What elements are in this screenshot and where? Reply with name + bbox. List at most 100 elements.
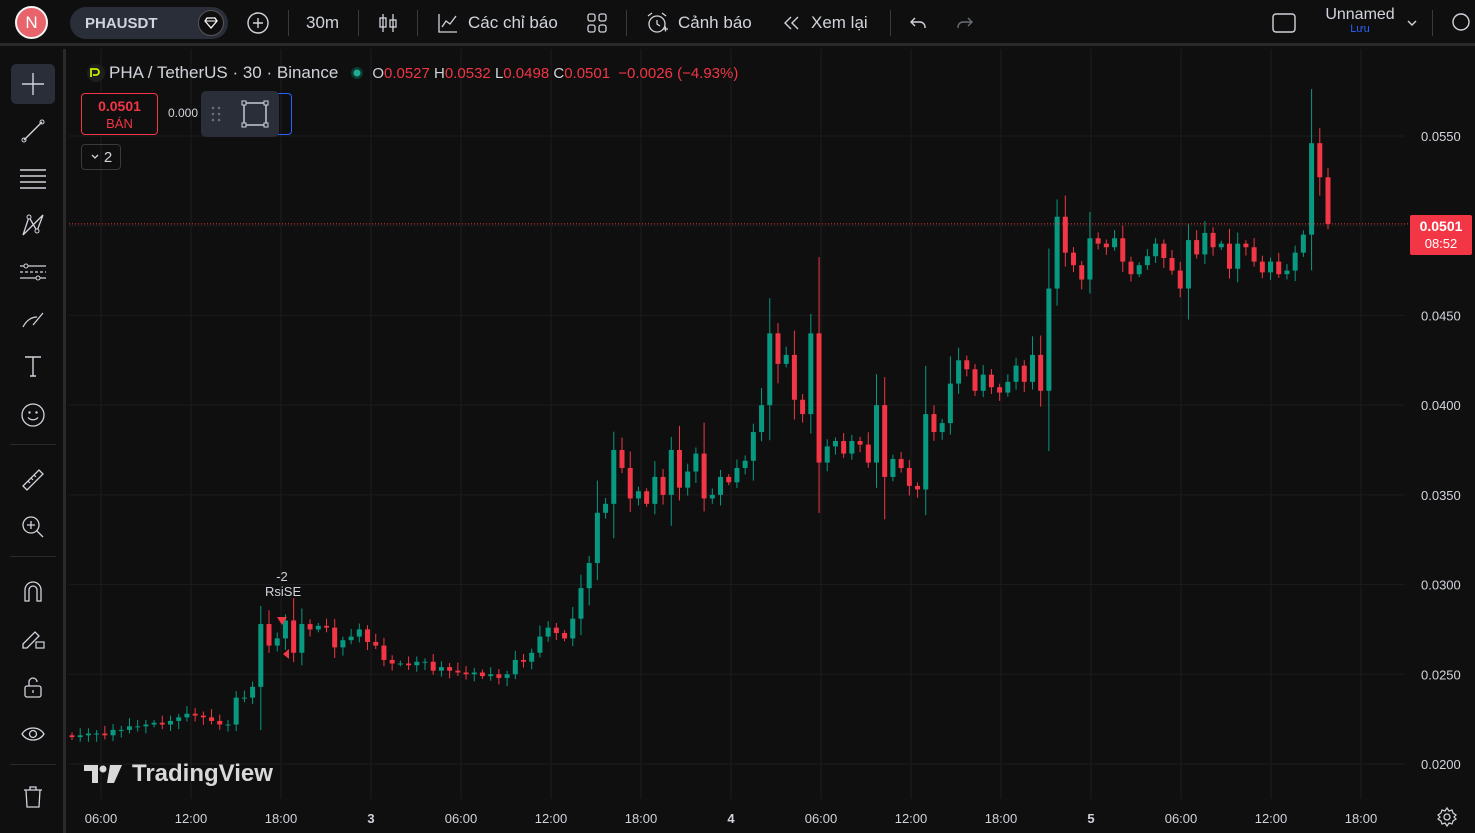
- x-tick-label: 12:00: [175, 811, 208, 826]
- diamond-icon[interactable]: [198, 10, 224, 36]
- x-tick-label: 06:00: [85, 811, 118, 826]
- candle-body: [726, 476, 732, 483]
- text-tool[interactable]: [11, 346, 55, 386]
- replay-button[interactable]: Xem lại: [781, 0, 868, 46]
- candlestick-chart[interactable]: 0.05500.05000.04500.04000.03500.03000.02…: [69, 49, 1475, 833]
- candle-body: [693, 453, 699, 472]
- candle-body: [1235, 243, 1241, 269]
- top-toolbar: N PHAUSDT 30m Các chỉ báo Cảnh báo Xem l…: [0, 0, 1475, 46]
- undo-icon: [910, 17, 926, 28]
- search-icon: [1452, 13, 1470, 31]
- emoji-tool[interactable]: [11, 395, 55, 435]
- forecast-tool[interactable]: [11, 252, 55, 292]
- candle-body: [676, 450, 682, 488]
- last-price-label: 0.0501 08:52: [1410, 215, 1472, 255]
- candle-body: [553, 627, 559, 634]
- quick-search-button[interactable]: [1448, 0, 1474, 46]
- y-tick-label: 0.0350: [1421, 488, 1461, 503]
- add-symbol-button[interactable]: [245, 0, 271, 46]
- candle-body: [512, 659, 518, 675]
- candle-body: [1021, 365, 1027, 382]
- collapse-indicators-button[interactable]: 2: [81, 144, 121, 170]
- toolbar-divider: [1432, 10, 1433, 36]
- horizontal-lines-icon: [20, 169, 46, 189]
- templates-button[interactable]: [585, 0, 609, 46]
- pattern-icon: [22, 214, 44, 236]
- symbol-search-button[interactable]: PHAUSDT: [70, 7, 228, 39]
- magnet-tool[interactable]: [11, 571, 55, 611]
- chart-settings-icon[interactable]: [1436, 806, 1458, 828]
- signal-marker[interactable]: -2 RsiSE: [265, 569, 301, 599]
- candle-body: [77, 735, 83, 738]
- sell-button[interactable]: 0.0501 BÁN: [81, 93, 158, 135]
- candle-body: [841, 441, 847, 454]
- candle-body: [635, 491, 641, 499]
- candle-body: [668, 450, 674, 495]
- candle-body: [348, 636, 354, 641]
- user-avatar[interactable]: N: [15, 6, 48, 39]
- indicators-button[interactable]: Các chỉ báo: [436, 0, 558, 46]
- collapse-count: 2: [103, 148, 113, 166]
- y-tick-label: 0.0250: [1421, 667, 1461, 682]
- candle-body: [627, 467, 633, 499]
- chart-pane[interactable]: 0.05500.05000.04500.04000.03500.03000.02…: [69, 49, 1475, 833]
- interval-label: 30m: [306, 13, 340, 32]
- toolbar-divider: [890, 10, 891, 36]
- candle-body: [1103, 243, 1109, 248]
- candle-body: [315, 625, 321, 630]
- candle-body: [496, 674, 502, 678]
- redo-button[interactable]: [954, 0, 976, 46]
- candle-body: [709, 494, 715, 499]
- candle-body: [701, 453, 707, 499]
- high-value: 0.0532: [444, 64, 491, 82]
- drag-handle-icon[interactable]: [209, 104, 223, 124]
- x-tick-label: 3: [367, 811, 374, 826]
- symbol-label: PHAUSDT: [85, 14, 158, 32]
- fib-tool[interactable]: [11, 158, 55, 198]
- trash-icon: [24, 786, 42, 808]
- change-value: −0.0026 (−4.93%): [618, 64, 739, 82]
- candle-body: [759, 405, 765, 433]
- crosshair-icon: [22, 73, 44, 95]
- zoom-tool[interactable]: [11, 507, 55, 547]
- toolbar-divider: [358, 10, 359, 36]
- candle-body: [217, 720, 223, 725]
- candle-body: [1038, 354, 1044, 391]
- watermark-text: TradingView: [132, 760, 273, 787]
- candle-body: [381, 645, 387, 660]
- close-key: C: [553, 64, 565, 82]
- chart-type-button[interactable]: [376, 0, 400, 46]
- ruler-icon: [22, 469, 44, 491]
- pattern-tool[interactable]: [11, 205, 55, 245]
- candle-body: [94, 733, 100, 735]
- x-tick-label: 18:00: [625, 811, 658, 826]
- candle-body: [1268, 261, 1274, 273]
- undo-button[interactable]: [907, 0, 929, 46]
- candle-body: [718, 476, 724, 495]
- candle-body: [307, 624, 313, 630]
- candle-body: [1218, 243, 1224, 248]
- layout-menu-button[interactable]: [1405, 0, 1419, 46]
- layout-checkbox[interactable]: [1271, 0, 1297, 46]
- symbol-title[interactable]: PHA / TetherUS · 30 · Binance: [109, 63, 339, 82]
- interval-button[interactable]: 30m: [306, 0, 339, 46]
- brush-tool[interactable]: [11, 299, 55, 339]
- candle-body: [1120, 238, 1126, 262]
- candle-body: [652, 476, 658, 504]
- candle-body: [373, 641, 379, 646]
- candle-body: [447, 667, 453, 671]
- candle-body: [939, 423, 945, 433]
- trendline-tool[interactable]: [11, 111, 55, 151]
- visibility-tool[interactable]: [11, 714, 55, 754]
- layout-name-button[interactable]: Unnamed Lưu: [1300, 6, 1420, 35]
- measure-tool[interactable]: [11, 460, 55, 500]
- buy-button[interactable]: [278, 93, 292, 135]
- candle-body: [1079, 265, 1085, 280]
- crosshair-tool[interactable]: [11, 64, 55, 104]
- candle-body: [956, 360, 962, 384]
- remove-drawings-tool[interactable]: [11, 777, 55, 817]
- drawing-mode-tool[interactable]: [11, 618, 55, 658]
- alerts-button[interactable]: Cảnh báo: [644, 0, 752, 46]
- lock-tool[interactable]: [11, 667, 55, 707]
- select-rectangle-icon[interactable]: [239, 98, 271, 130]
